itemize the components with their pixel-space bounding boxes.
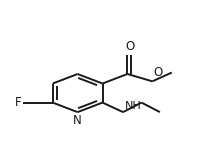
Text: F: F — [15, 96, 21, 109]
Text: O: O — [153, 66, 163, 79]
Text: N: N — [73, 114, 82, 127]
Text: O: O — [125, 40, 135, 53]
Text: NH: NH — [125, 101, 142, 111]
